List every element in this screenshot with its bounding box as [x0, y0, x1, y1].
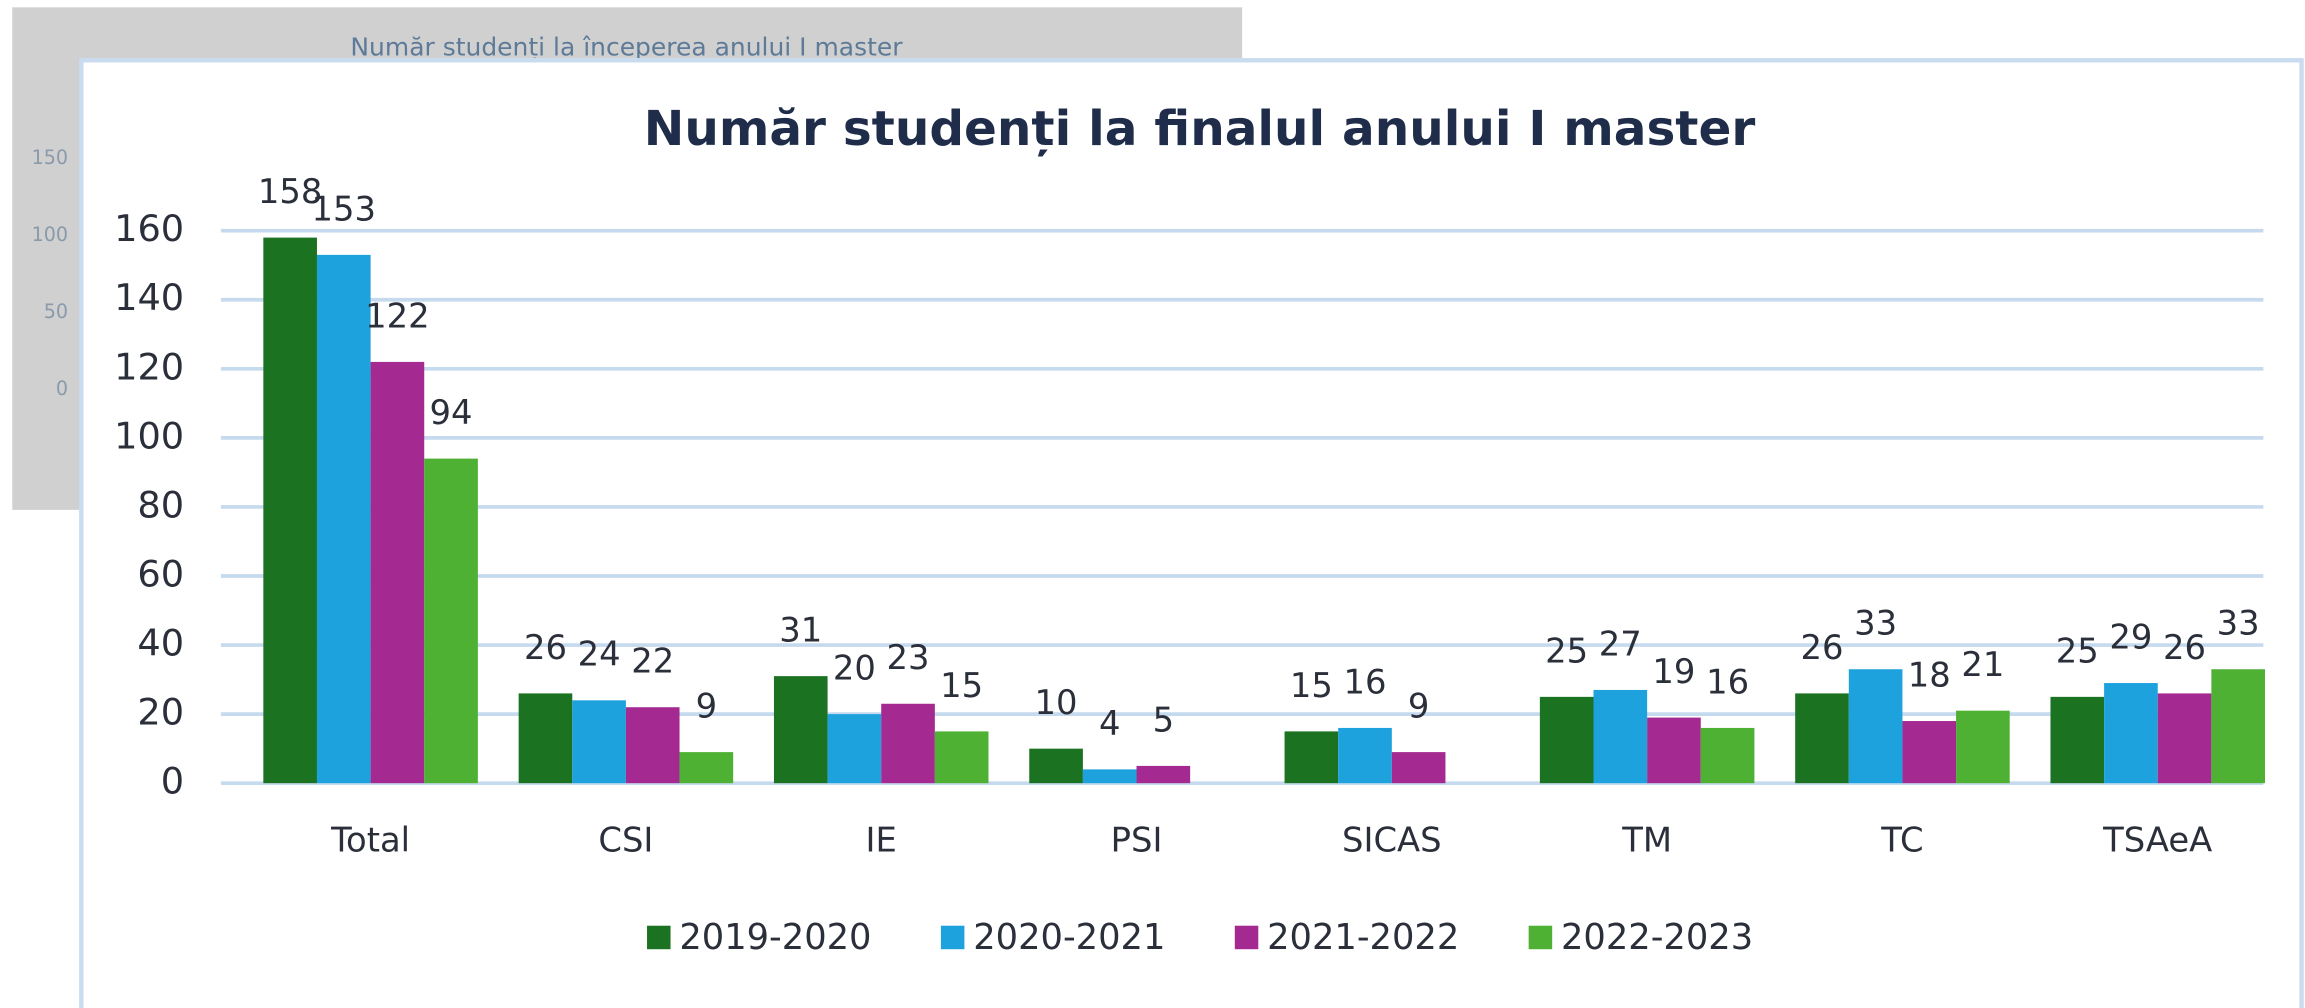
value-label: 29 [2109, 617, 2152, 656]
legend-label: 2020-2021 [973, 917, 1165, 958]
bar [1338, 727, 1392, 784]
bar [1902, 721, 1957, 784]
y-tick-label: 20 [137, 691, 184, 734]
bar [1136, 765, 1191, 784]
value-label: 16 [1344, 662, 1387, 701]
value-label: 10 [1035, 683, 1078, 722]
legend-label: 2021-2022 [1267, 917, 1459, 958]
bar [1956, 710, 2010, 784]
y-tick-label: 100 [114, 414, 184, 457]
bar [1700, 727, 1755, 784]
y-tick-label: 160 [114, 207, 184, 250]
value-label: 26 [1800, 628, 1843, 667]
y-tick-label: 80 [137, 483, 184, 526]
value-label: 16 [1706, 662, 1749, 701]
value-label: 25 [2056, 631, 2099, 670]
bar [2104, 683, 2158, 784]
bar [1593, 689, 1648, 784]
y-tick-label: 40 [137, 622, 184, 665]
value-label: 27 [1599, 624, 1642, 663]
bar [2157, 693, 2212, 784]
value-label: 33 [1854, 604, 1897, 643]
bar [424, 458, 478, 784]
bar [773, 676, 828, 784]
y-tick-label: 100 [32, 223, 68, 246]
x-tick-label: Total [330, 820, 410, 859]
value-label: 122 [365, 296, 429, 335]
background-axis: 0 50 100 150 [32, 146, 68, 400]
legend-swatch [647, 925, 671, 950]
y-tick-label: 140 [114, 276, 184, 319]
bar [263, 237, 317, 784]
bar [625, 707, 680, 784]
x-tick-label: TSAeA [2102, 820, 2212, 859]
x-tick-label: TC [1880, 820, 1923, 859]
bar [2050, 696, 2105, 784]
value-label: 15 [1290, 666, 1333, 705]
value-label: 31 [779, 611, 822, 650]
value-label: 153 [312, 189, 376, 228]
x-tick-label: CSI [598, 820, 653, 859]
value-label: 9 [696, 687, 718, 726]
value-label: 22 [631, 642, 674, 681]
value-label: 15 [940, 666, 983, 705]
x-tick-label: PSI [1111, 820, 1163, 859]
bar [1795, 693, 1849, 784]
legend-swatch [1528, 925, 1553, 950]
y-tick-label: 60 [137, 553, 184, 596]
bar [316, 254, 371, 784]
x-tick-label: TM [1621, 820, 1672, 859]
value-label: 94 [430, 393, 473, 432]
y-tick-label: 50 [44, 300, 68, 323]
value-label: 4 [1099, 704, 1121, 743]
bar [2211, 669, 2266, 784]
bar [1029, 748, 1083, 784]
bar [881, 703, 935, 784]
legend-label: 2022-2023 [1561, 917, 1753, 958]
bar [1391, 752, 1446, 784]
value-label: 5 [1153, 700, 1175, 739]
bar [370, 361, 425, 784]
background-title: Număr studenți la începerea anului I mas… [350, 32, 903, 61]
value-label: 25 [1545, 631, 1588, 670]
bar [1647, 717, 1701, 784]
bar [1082, 769, 1137, 784]
value-label: 24 [578, 635, 621, 674]
bar [518, 693, 573, 784]
value-label: 18 [1908, 655, 1951, 694]
y-tick-label: 120 [114, 345, 184, 388]
value-label: 21 [1961, 645, 2004, 684]
plot: 020406080100120140160Total15815312294CSI… [114, 172, 2266, 958]
bar [1284, 731, 1339, 784]
value-label: 158 [258, 172, 322, 211]
value-label: 9 [1408, 687, 1430, 726]
bar [827, 714, 882, 784]
value-label: 23 [887, 638, 930, 677]
value-label: 19 [1652, 652, 1695, 691]
value-label: 26 [2163, 628, 2206, 667]
value-label: 26 [524, 628, 567, 667]
legend-label: 2019-2020 [679, 917, 871, 958]
value-label: 20 [833, 649, 876, 688]
y-tick-label: 0 [161, 760, 184, 803]
x-tick-label: IE [866, 820, 897, 859]
bar [572, 700, 626, 784]
bar [679, 752, 734, 784]
legend-swatch [1234, 925, 1259, 950]
x-tick-label: SICAS [1342, 820, 1442, 859]
bar [1848, 669, 1903, 784]
value-label: 33 [2217, 604, 2260, 643]
bar [934, 731, 989, 784]
y-tick-label: 150 [32, 146, 68, 169]
chart-title: Număr studenți la finalul anului I maste… [644, 101, 1756, 157]
legend-swatch [940, 925, 965, 950]
y-tick-label: 0 [56, 377, 68, 400]
bar [1539, 696, 1594, 784]
